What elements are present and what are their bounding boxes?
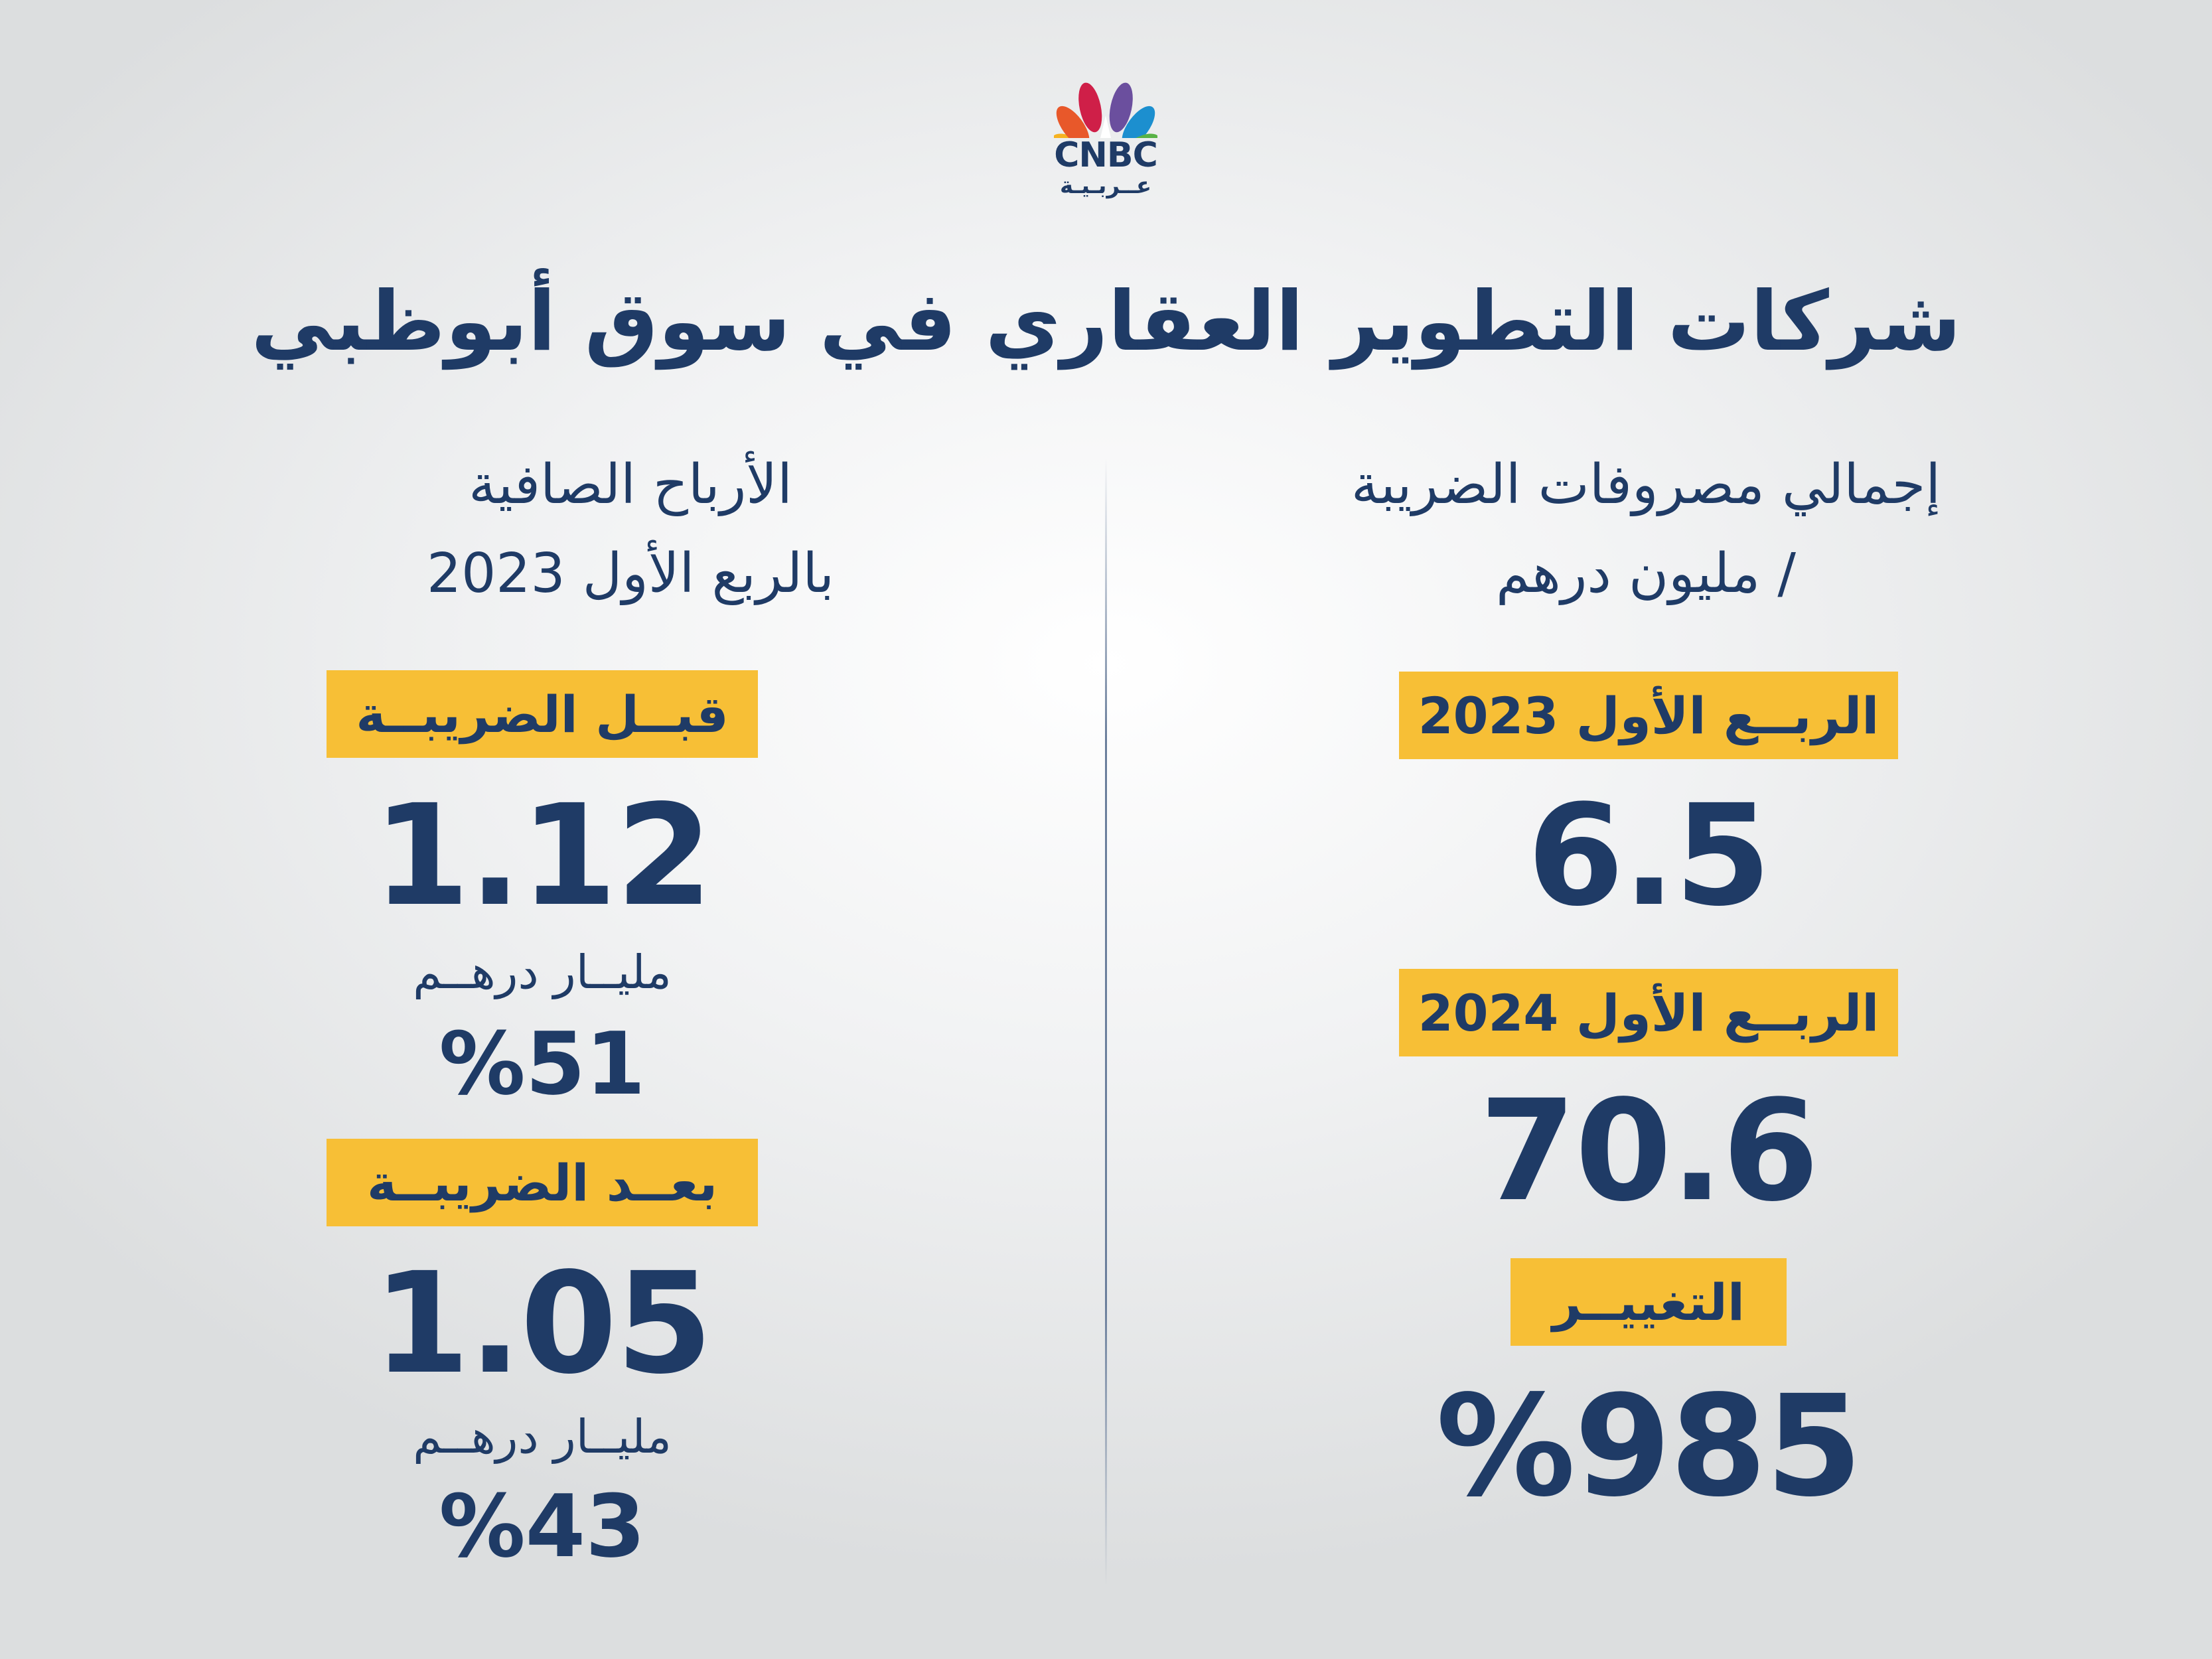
after-tax-unit: مليــار درهــم	[413, 1409, 672, 1464]
logo-arabic-text: عــربـيـة	[1059, 173, 1152, 199]
before-tax-label: قبــل الضريبــة	[327, 670, 758, 758]
q1-2024-value: 70.6	[1479, 1070, 1819, 1232]
profit-heading-line1: الأرباح الصافية	[469, 453, 792, 516]
after-tax-percent: %43	[439, 1476, 646, 1577]
before-tax-unit: مليــار درهــم	[413, 945, 672, 999]
tax-heading-line2: / مليون درهم	[1495, 542, 1797, 605]
after-tax-label: بعــد الضريبــة	[327, 1139, 758, 1226]
column-divider	[1105, 458, 1107, 1586]
tax-heading-line1: إجمالي مصروفات الضريبة	[1351, 453, 1941, 516]
change-value: %985	[1436, 1365, 1863, 1528]
cnbc-arabia-logo: CNBC عــربـيـة	[1039, 72, 1172, 199]
before-tax-value: 1.12	[372, 774, 713, 937]
peacock-icon	[1054, 82, 1157, 138]
q1-2023-label: الربــع الأول 2023	[1399, 672, 1898, 759]
q1-2024-label: الربــع الأول 2024	[1399, 969, 1898, 1056]
page-title: شركات التطوير العقاري في سوق أبوظبي	[251, 274, 1961, 370]
logo-brand-text: CNBC	[1054, 135, 1157, 175]
change-label: التغييــر	[1511, 1258, 1787, 1346]
after-tax-value: 1.05	[372, 1242, 713, 1405]
before-tax-percent: %51	[439, 1013, 646, 1114]
profit-heading-line2: بالربع الأول 2023	[426, 542, 835, 605]
q1-2023-value: 6.5	[1526, 774, 1771, 937]
